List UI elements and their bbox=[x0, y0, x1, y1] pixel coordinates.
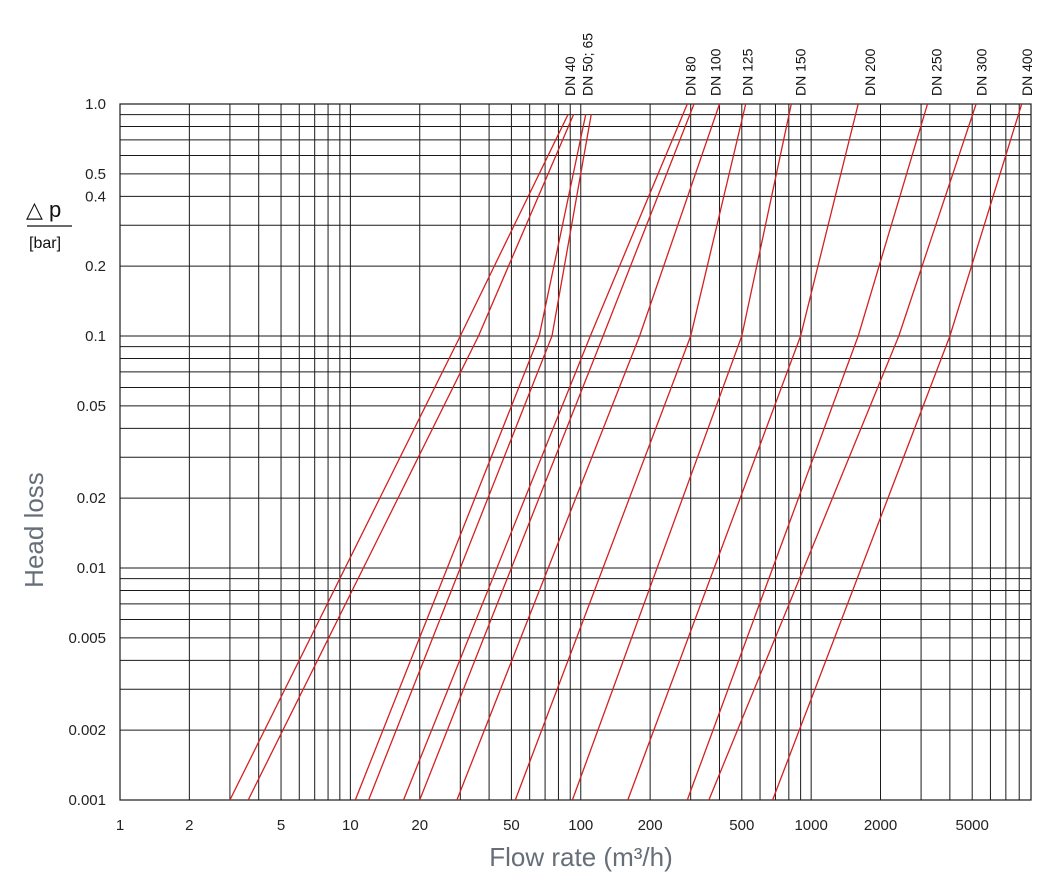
dn-label: DN 40 bbox=[562, 56, 578, 96]
dn-label: DN 400 bbox=[1019, 48, 1035, 96]
x-axis-title: Flow rate (m³/h) bbox=[489, 842, 672, 872]
dn-label: DN 50; 65 bbox=[580, 33, 596, 96]
dn-label: DN 150 bbox=[793, 48, 809, 96]
series-line bbox=[354, 114, 587, 801]
y-tick-label: 0.01 bbox=[77, 560, 106, 577]
y-tick-labels: 0.001 0.002 0.005 0.01 0.02 0.05 0.1 0.2 0.4 0.5 1… bbox=[68, 96, 106, 809]
series-line bbox=[627, 103, 859, 801]
x-tick-labels: 1 2 5 10 20 50 100 200 500 1000 2000 5000 bbox=[116, 817, 989, 834]
series-line bbox=[367, 114, 592, 801]
series-line bbox=[419, 103, 695, 801]
series-line bbox=[686, 103, 929, 801]
y-tick-label: 0.2 bbox=[85, 258, 106, 275]
series-line bbox=[771, 103, 1023, 801]
y-tick-label: 0.005 bbox=[68, 630, 106, 647]
dn-labels: DN 40 DN 50; 65 DN 80 DN 100 DN 125 DN 150 DN … bbox=[562, 33, 1035, 96]
x-tick-label: 5 bbox=[277, 817, 285, 834]
y-tick-label: 0.5 bbox=[85, 166, 106, 183]
dn-label: DN 250 bbox=[929, 48, 945, 96]
dn-label: DN 100 bbox=[708, 48, 724, 96]
series-line bbox=[708, 103, 977, 801]
series-line bbox=[571, 103, 792, 801]
x-tick-label: 5000 bbox=[956, 817, 989, 834]
y-tick-label: 0.05 bbox=[77, 398, 106, 415]
x-tick-label: 1 bbox=[116, 817, 124, 834]
delta-p-unit: [bar] bbox=[29, 235, 61, 252]
series-line bbox=[229, 114, 569, 801]
delta-p-symbol: △ p bbox=[26, 197, 61, 222]
y-tick-label: 0.1 bbox=[85, 328, 106, 345]
y-tick-label: 0.02 bbox=[77, 490, 106, 507]
dn-label: DN 80 bbox=[683, 56, 699, 96]
y-tick-label: 0.002 bbox=[68, 722, 106, 739]
x-tick-label: 50 bbox=[503, 817, 520, 834]
series-line bbox=[456, 103, 721, 801]
y-tick-label: 0.001 bbox=[68, 792, 106, 809]
grid bbox=[119, 103, 1032, 801]
x-tick-label: 500 bbox=[729, 817, 754, 834]
series-lines bbox=[229, 103, 1023, 801]
y-axis-title: Head loss bbox=[19, 472, 49, 588]
series-line bbox=[514, 103, 747, 801]
dn-label: DN 300 bbox=[974, 48, 990, 96]
x-tick-label: 10 bbox=[342, 817, 359, 834]
x-tick-label: 2000 bbox=[864, 817, 897, 834]
series-line bbox=[247, 114, 575, 801]
x-tick-label: 20 bbox=[411, 817, 428, 834]
plot-frame bbox=[119, 103, 1032, 801]
x-tick-label: 1000 bbox=[794, 817, 827, 834]
x-tick-label: 100 bbox=[568, 817, 593, 834]
y-tick-label: 1.0 bbox=[85, 96, 106, 113]
dn-label: DN 200 bbox=[862, 48, 878, 96]
x-tick-label: 2 bbox=[185, 817, 193, 834]
x-tick-label: 200 bbox=[638, 817, 663, 834]
dn-label: DN 125 bbox=[740, 48, 756, 96]
y-tick-label: 0.4 bbox=[85, 188, 106, 205]
series-line bbox=[402, 103, 688, 801]
